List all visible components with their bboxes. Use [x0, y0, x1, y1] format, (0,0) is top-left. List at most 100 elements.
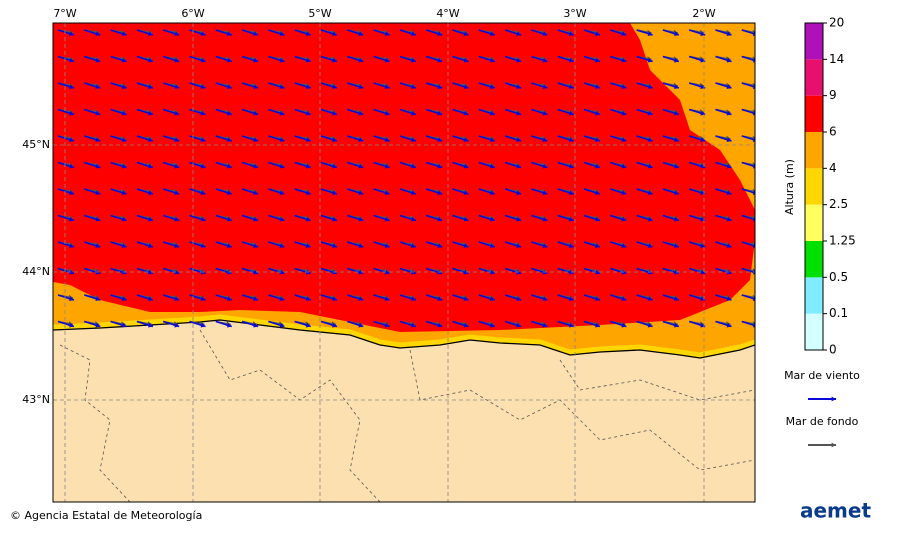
colorbar-band: [805, 23, 823, 60]
arrow-head: [384, 296, 390, 301]
arrow-head: [489, 57, 495, 63]
arrow-head: [147, 296, 153, 301]
arrow-head: [147, 216, 153, 222]
arrow-head: [621, 84, 627, 89]
arrow-head: [332, 57, 337, 63]
grid: [53, 23, 755, 502]
arrow-head: [200, 243, 206, 248]
arrow-head: [621, 163, 627, 169]
colorbar-band: [805, 277, 823, 314]
arrow-head: [332, 243, 337, 248]
lon-label: 6°W: [181, 7, 204, 20]
arrow-head: [489, 269, 495, 275]
arrow-head: [463, 216, 469, 222]
arrow-head: [516, 137, 522, 142]
arrow-head: [121, 216, 127, 222]
arrow-head: [226, 243, 232, 248]
arrow-head: [621, 137, 627, 142]
arrow-head: [568, 216, 574, 222]
arrow-head: [253, 190, 259, 195]
arrow-head: [489, 296, 495, 301]
arrow-head: [226, 163, 232, 169]
arrow-head: [437, 322, 443, 328]
arrow-head: [463, 322, 469, 328]
arrow-head: [463, 243, 469, 248]
arrow-head: [358, 216, 364, 222]
arrow-head: [384, 84, 390, 89]
arrow-head: [489, 31, 495, 36]
arrow-head: [279, 84, 285, 89]
arrow-head: [384, 190, 390, 195]
arrow-head: [121, 322, 127, 328]
arrow-head: [752, 31, 755, 36]
arrow-head: [700, 163, 706, 169]
arrow-head: [69, 57, 74, 63]
arrow-head: [410, 57, 416, 63]
arrow-head: [200, 322, 206, 328]
arrow-head: [332, 216, 337, 222]
arrow-head: [332, 322, 337, 328]
arrow-head: [647, 84, 653, 89]
arrow-head: [121, 296, 127, 301]
arrow-head: [647, 216, 653, 222]
arrow-head: [516, 110, 522, 116]
colorbar-band: [805, 204, 823, 241]
arrow-head: [726, 31, 732, 36]
arrow-head: [621, 110, 627, 116]
arrow-head: [752, 57, 755, 63]
map-frame: [52, 22, 756, 503]
arrow-head: [489, 110, 495, 116]
colorbar-label: 1.25: [829, 234, 856, 248]
arrow-head: [121, 57, 127, 63]
arrow-head: [305, 84, 311, 89]
arrow-head: [542, 296, 548, 301]
arrow-head: [726, 84, 732, 89]
arrow-head: [621, 31, 627, 36]
arrow-head: [752, 190, 755, 195]
arrow-head: [121, 163, 127, 169]
colorbar: 0 0.1 0.5 1.25 2.5 4 6 9 14 20: [804, 16, 856, 357]
arrow-head: [752, 163, 755, 169]
arrow-head: [568, 243, 574, 248]
arrow-head: [121, 137, 127, 142]
arrow-head: [332, 190, 337, 195]
arrow-head: [253, 84, 259, 89]
arrow-head: [647, 31, 653, 36]
colorbar-label: 0.1: [829, 306, 848, 320]
arrow-head: [226, 84, 232, 89]
arrow-head: [147, 322, 153, 328]
arrow-head: [726, 190, 732, 195]
arrow-head: [305, 57, 311, 63]
arrow-head: [647, 163, 653, 169]
arrow-head: [226, 31, 232, 36]
arrow-head: [279, 216, 285, 222]
arrow-head: [200, 31, 206, 36]
arrow-head: [358, 31, 364, 36]
arrow-head: [516, 296, 522, 301]
arrow-head: [673, 84, 679, 89]
arrow-head: [410, 243, 416, 248]
arrow-head: [463, 31, 469, 36]
lon-label: 4°W: [436, 7, 459, 20]
arrow-head: [437, 137, 443, 142]
arrow-head: [253, 137, 259, 142]
arrow-head: [95, 296, 101, 301]
colorbar-label: 4: [829, 161, 837, 175]
arrow-head: [726, 57, 732, 63]
arrow-shaft: [741, 267, 755, 274]
arrow-head: [384, 216, 390, 222]
arrow-head: [752, 110, 755, 116]
arrow-head: [726, 296, 732, 301]
arrow-head: [147, 31, 153, 36]
arrow-head: [752, 216, 755, 222]
arrow-head: [463, 137, 469, 142]
arrow-head: [384, 322, 390, 328]
arrow-head: [595, 190, 600, 195]
colorbar-label: 9: [829, 88, 837, 102]
arrow-head: [831, 442, 836, 448]
arrow-head: [174, 322, 180, 328]
arrow-head: [279, 110, 285, 116]
arrow-head: [595, 269, 600, 275]
arrow-head: [174, 163, 180, 169]
arrow-head: [121, 110, 127, 116]
